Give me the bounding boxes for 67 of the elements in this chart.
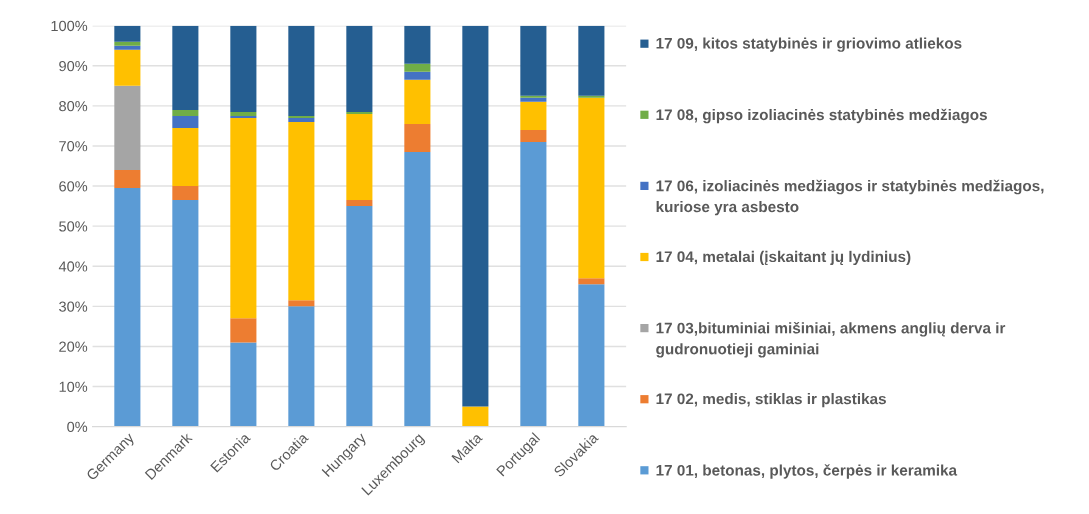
bar bbox=[578, 278, 605, 285]
bar bbox=[404, 151, 431, 427]
y-tick-label: 80% bbox=[59, 100, 88, 112]
bar bbox=[288, 25, 315, 116]
bar bbox=[230, 318, 257, 343]
bar bbox=[172, 186, 199, 201]
bar bbox=[172, 200, 199, 427]
y-tick-label: 20% bbox=[59, 341, 88, 352]
bar bbox=[578, 25, 605, 96]
bar bbox=[346, 113, 373, 201]
bar bbox=[230, 117, 257, 319]
bar bbox=[172, 127, 199, 187]
bar bbox=[172, 115, 199, 128]
bar bbox=[462, 25, 489, 407]
bar bbox=[578, 97, 605, 279]
bar bbox=[404, 123, 431, 152]
bar bbox=[520, 25, 547, 96]
legend-label: 17 06, izoliacinės medžiagos ir statybinės medžiagos, kuriose yra asbesto bbox=[656, 179, 1044, 216]
y-tick-label: 90% bbox=[59, 60, 88, 72]
bar bbox=[520, 97, 547, 102]
bar bbox=[230, 25, 257, 112]
bar bbox=[346, 200, 373, 207]
bar bbox=[520, 141, 547, 427]
bar bbox=[230, 342, 257, 427]
bar bbox=[578, 95, 605, 98]
bar bbox=[462, 406, 489, 427]
legend-label: 17 03,bituminiai mišiniai, akmens anglių derva ir gudronuotieji gaminiai bbox=[656, 321, 1006, 358]
bar bbox=[520, 101, 547, 130]
bar bbox=[114, 45, 141, 50]
bar bbox=[404, 25, 431, 64]
legend-label: 17 04, metalai (įskaitant jų lydinius) bbox=[656, 250, 911, 266]
bar bbox=[114, 188, 141, 427]
bar bbox=[520, 95, 547, 98]
legend-label: 17 08, gipso izoliacinės statybinės medžiagos bbox=[656, 108, 987, 124]
bar bbox=[288, 117, 315, 122]
bar bbox=[172, 25, 199, 110]
y-tick-label: 50% bbox=[59, 221, 88, 232]
legend-label: 17 09, kitos statybinės ir griovimo atliekos bbox=[656, 37, 962, 52]
bar bbox=[230, 115, 257, 118]
bar bbox=[346, 25, 373, 112]
bar bbox=[404, 79, 431, 124]
y-tick-label: 10% bbox=[59, 381, 88, 392]
y-tick-label: 30% bbox=[59, 301, 88, 312]
bar bbox=[346, 206, 373, 427]
legend-label: 17 02, medis, stiklas ir plastikas bbox=[656, 393, 886, 408]
bar bbox=[114, 170, 141, 189]
bar bbox=[346, 111, 373, 114]
bar bbox=[230, 111, 257, 116]
legend-label: 17 01, betonas, plytos, čerpės ir keramika bbox=[656, 464, 958, 479]
bar bbox=[288, 121, 315, 301]
y-tick-label: 0% bbox=[67, 421, 88, 433]
bar bbox=[404, 63, 431, 72]
bar bbox=[172, 109, 199, 116]
bar bbox=[114, 49, 141, 86]
bar bbox=[288, 306, 315, 427]
y-tick-label: 70% bbox=[59, 141, 88, 152]
bar bbox=[114, 25, 141, 42]
y-tick-label: 40% bbox=[58, 261, 88, 272]
bar bbox=[114, 85, 141, 171]
bar bbox=[114, 41, 141, 46]
bar bbox=[288, 115, 315, 118]
bar bbox=[404, 71, 431, 80]
bar bbox=[578, 284, 605, 427]
y-tick-label: 60% bbox=[59, 181, 88, 192]
bar bbox=[288, 300, 315, 307]
bar bbox=[520, 129, 547, 142]
y-tick-label: 100% bbox=[51, 20, 88, 32]
